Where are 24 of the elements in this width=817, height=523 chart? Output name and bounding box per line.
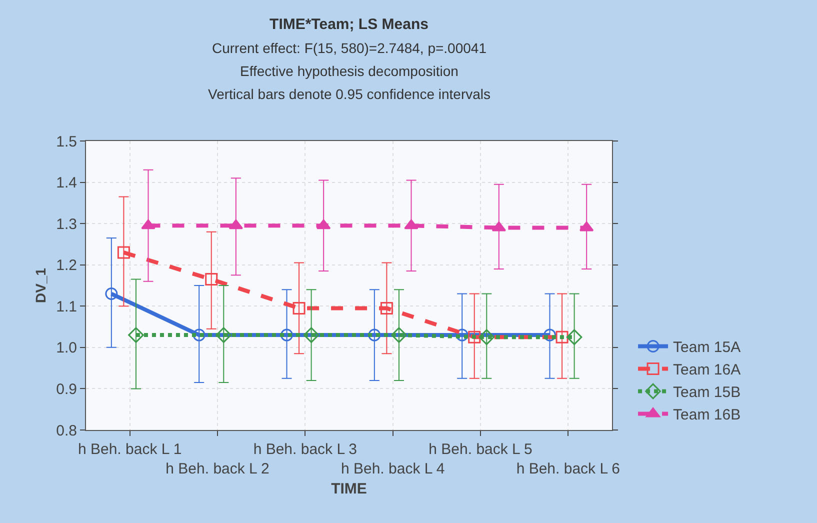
chart-subtitle: Current effect: F(15, 580)=2.7484, p=.00041 [212, 40, 487, 56]
legend-label: Team 15A [673, 339, 741, 356]
x-tick-label: h Beh. back L 3 [253, 441, 358, 458]
legend-label: Team 15B [673, 384, 741, 402]
legend-label: Team 16B [673, 406, 741, 424]
x-tick-label: h Beh. back L 4 [340, 460, 445, 478]
y-tick-label: 1.5 [56, 133, 77, 150]
y-tick-label: 1.0 [56, 340, 77, 357]
y-tick-label: 1.4 [56, 174, 77, 192]
y-tick-label: 0.9 [56, 380, 77, 398]
y-tick-label: 1.1 [56, 298, 77, 316]
x-tick-label: h Beh. back L 6 [516, 460, 620, 478]
y-axis-title: DV_1 [32, 268, 49, 304]
chart-title: TIME*Team; LS Means [270, 16, 428, 33]
legend-label: Team 16A [673, 362, 741, 379]
text: Vertical bars denote 0.95 confidence intervals [208, 86, 491, 102]
text: Effective hypothesis decomposition [240, 63, 458, 79]
y-tick-label: 0.8 [56, 422, 77, 440]
x-tick-label: h Beh. back L 5 [428, 441, 532, 458]
x-axis-title: TIME [331, 480, 367, 498]
y-tick-label: 1.2 [56, 257, 77, 274]
x-tick-label: h Beh. back L 2 [166, 460, 270, 478]
y-tick-label: 1.3 [56, 216, 77, 233]
x-tick-label: h Beh. back L 1 [78, 441, 182, 458]
